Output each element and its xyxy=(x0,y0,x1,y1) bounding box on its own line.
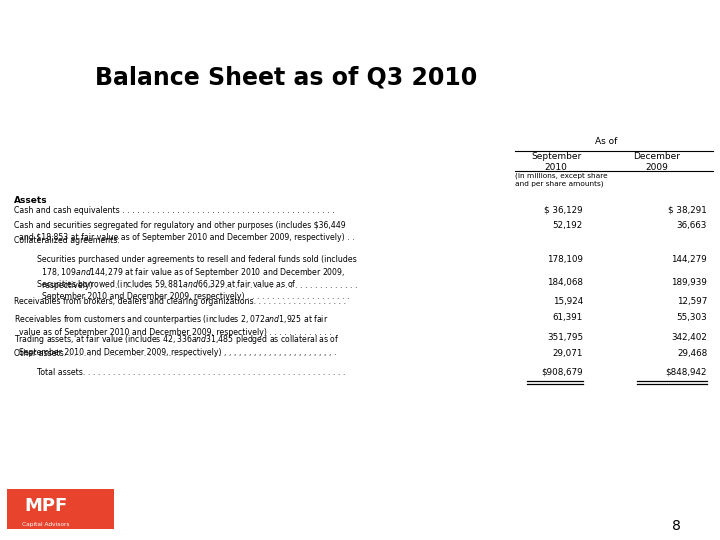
Text: Other assets. . . . . . . . . . . . . . . . . . . . . . . . . . . . . . . . . . : Other assets. . . . . . . . . . . . . . … xyxy=(14,349,331,358)
Text: Receivables from brokers, dealers and clearing organizations. . . . . . . . . . : Receivables from brokers, dealers and cl… xyxy=(14,296,346,306)
Text: Cash and cash equivalents . . . . . . . . . . . . . . . . . . . . . . . . . . . : Cash and cash equivalents . . . . . . . … xyxy=(14,206,335,215)
Text: Cash and securities segregated for regulatory and other purposes (includes $36,4: Cash and securities segregated for regul… xyxy=(14,221,355,241)
Text: Total assets. . . . . . . . . . . . . . . . . . . . . . . . . . . . . . . . . . : Total assets. . . . . . . . . . . . . . … xyxy=(32,368,346,377)
Text: Capital Advisors: Capital Advisors xyxy=(22,522,69,526)
Text: Receivables from customers and counterparties (includes $2,072 and $1,925 at fai: Receivables from customers and counterpa… xyxy=(14,313,332,337)
Text: 189,939: 189,939 xyxy=(671,278,707,287)
Text: Securities purchased under agreements to resell and federal funds sold (includes: Securities purchased under agreements to… xyxy=(32,255,357,291)
Text: 178,109: 178,109 xyxy=(547,255,583,264)
Text: 52,192: 52,192 xyxy=(553,221,583,231)
Text: 351,795: 351,795 xyxy=(547,333,583,342)
Text: $908,679: $908,679 xyxy=(541,368,583,377)
Text: 15,924: 15,924 xyxy=(553,296,583,306)
Text: December
2009: December 2009 xyxy=(633,152,680,172)
Text: As of: As of xyxy=(595,137,618,146)
Text: 184,068: 184,068 xyxy=(547,278,583,287)
Text: Balance Sheet as of Q3 2010: Balance Sheet as of Q3 2010 xyxy=(95,66,477,90)
Text: (in millions, except share
and per share amounts): (in millions, except share and per share… xyxy=(516,172,608,187)
Text: 12,597: 12,597 xyxy=(677,296,707,306)
Text: September
2010: September 2010 xyxy=(531,152,581,172)
Bar xyxy=(7,489,114,529)
Text: 29,468: 29,468 xyxy=(677,349,707,358)
Text: Securities borrowed (includes $59,881 and $66,329 at fair value as of
    Septem: Securities borrowed (includes $59,881 an… xyxy=(32,278,349,301)
Text: 61,391: 61,391 xyxy=(553,313,583,322)
Text: $ 36,129: $ 36,129 xyxy=(544,206,583,215)
Text: Trading assets, at fair value (includes $42,336 and $31,485 pledged as collatera: Trading assets, at fair value (includes … xyxy=(14,333,340,357)
Text: Goldman
Sachs: Goldman Sachs xyxy=(14,75,62,97)
Text: $ 38,291: $ 38,291 xyxy=(668,206,707,215)
Text: 29,071: 29,071 xyxy=(552,349,583,358)
Text: $848,942: $848,942 xyxy=(666,368,707,377)
Text: 8: 8 xyxy=(672,519,681,534)
Text: 144,279: 144,279 xyxy=(672,255,707,264)
Text: Assets: Assets xyxy=(14,196,48,205)
Text: MPF: MPF xyxy=(24,497,67,515)
Text: 342,402: 342,402 xyxy=(671,333,707,342)
Text: 36,663: 36,663 xyxy=(677,221,707,231)
Text: 55,303: 55,303 xyxy=(676,313,707,322)
Text: Collateralized agreements:: Collateralized agreements: xyxy=(14,237,120,246)
